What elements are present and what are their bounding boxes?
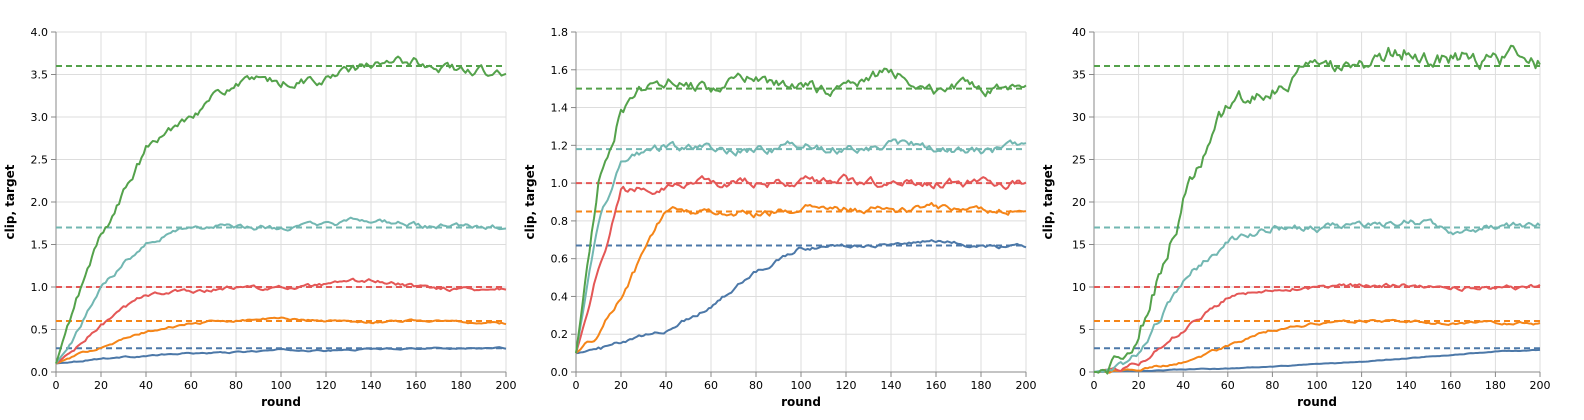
series-line-orange: [55, 316, 507, 365]
chart-panel-3: 0 20 40 60 80 100 120 140 160 180 200 0 5 10 15 20 25 30 3…: [1041, 26, 1551, 409]
y-tick-label: 3.0: [31, 111, 49, 124]
y-tick-label: 10: [1072, 281, 1086, 294]
y-tick-label: 5: [1079, 324, 1086, 337]
x-tick-label: 20: [614, 379, 628, 392]
x-tick-label: 0: [1091, 379, 1098, 392]
x-tick-label: 180: [971, 379, 992, 392]
x-tick-label: 200: [1530, 379, 1551, 392]
x-tick-label: 180: [451, 379, 472, 392]
y-tick-label: 0.4: [551, 290, 569, 303]
series-line-green: [1093, 44, 1541, 375]
x-tick-label: 160: [926, 379, 947, 392]
y-tick-label: 0.8: [551, 215, 569, 228]
series-line-orange: [575, 201, 1027, 354]
series-line-green: [575, 67, 1027, 354]
x-tick-label: 140: [1396, 379, 1417, 392]
x-tick-label: 60: [704, 379, 718, 392]
x-axis-label: round: [1297, 395, 1337, 409]
axes: 0 20 40 60 80 100 120 140 160 180 200 0 5 10 15 20 25 30 3…: [1072, 26, 1551, 392]
x-tick-label: 180: [1485, 379, 1506, 392]
y-tick-label: 1.2: [551, 139, 569, 152]
series-line-red: [575, 173, 1027, 354]
series-line-red: [55, 277, 507, 365]
y-tick-label: 1.8: [551, 26, 569, 39]
series-line-blue: [575, 239, 1027, 355]
x-tick-label: 140: [881, 379, 902, 392]
x-tick-label: 20: [94, 379, 108, 392]
x-tick-label: 80: [229, 379, 243, 392]
x-tick-label: 100: [1307, 379, 1328, 392]
y-tick-label: 0.5: [31, 324, 49, 337]
axes: 0 20 40 60 80 100 120 140 160 180 200 0.0 0.2 0.4 0.6 0…: [551, 26, 1037, 392]
y-tick-label: 1.5: [31, 239, 49, 252]
y-axis-label: clip, target: [1041, 164, 1055, 239]
x-tick-label: 140: [361, 379, 382, 392]
y-tick-label: 1.0: [551, 177, 569, 190]
x-tick-label: 0: [573, 379, 580, 392]
x-tick-label: 160: [1440, 379, 1461, 392]
y-tick-label: 35: [1072, 69, 1086, 82]
x-tick-label: 160: [406, 379, 427, 392]
x-tick-label: 40: [1176, 379, 1190, 392]
chart-panel-2: 0 20 40 60 80 100 120 140 160 180 200 0.0 0.2 0.4 0.6 0…: [523, 26, 1037, 409]
y-tick-label: 2.5: [31, 154, 49, 167]
x-tick-label: 0: [53, 379, 60, 392]
y-tick-label: 1.6: [551, 64, 569, 77]
series-line-blue: [1093, 348, 1541, 373]
series-line-green: [55, 55, 507, 364]
x-tick-label: 120: [316, 379, 337, 392]
y-tick-label: 20: [1072, 196, 1086, 209]
y-tick-label: 0.2: [551, 328, 569, 341]
series-line-orange: [1093, 318, 1541, 374]
axes: 0 20 40 60 80 100 120 140 160 180 200 0.0 0.5 1.0 1.5 2…: [31, 26, 517, 392]
x-axis-label: round: [261, 395, 301, 409]
x-tick-label: 120: [836, 379, 857, 392]
y-tick-label: 3.5: [31, 69, 49, 82]
series-line-teal: [575, 138, 1027, 354]
series-line-teal: [1093, 218, 1541, 374]
chart-panel-1: 0 20 40 60 80 100 120 140 160 180 200 0.0 0.5 1.0 1.5 2…: [3, 26, 517, 409]
x-tick-label: 20: [1132, 379, 1146, 392]
x-tick-label: 60: [1221, 379, 1235, 392]
y-axis-label: clip, target: [523, 164, 537, 239]
y-tick-label: 15: [1072, 239, 1086, 252]
y-tick-label: 1.4: [551, 102, 569, 115]
series-group: [1093, 44, 1541, 375]
x-tick-label: 100: [271, 379, 292, 392]
x-tick-label: 200: [496, 379, 517, 392]
x-tick-label: 40: [659, 379, 673, 392]
x-tick-label: 120: [1351, 379, 1372, 392]
series-line-red: [1093, 282, 1541, 374]
series-group: [55, 55, 507, 365]
x-tick-label: 80: [1265, 379, 1279, 392]
y-tick-label: 25: [1072, 154, 1086, 167]
y-tick-label: 30: [1072, 111, 1086, 124]
x-tick-label: 200: [1016, 379, 1037, 392]
x-axis-label: round: [781, 395, 821, 409]
y-tick-label: 1.0: [31, 281, 49, 294]
y-tick-label: 4.0: [31, 26, 49, 39]
x-tick-label: 80: [749, 379, 763, 392]
series-line-teal: [55, 216, 507, 365]
x-tick-label: 40: [139, 379, 153, 392]
y-axis-label: clip, target: [3, 164, 17, 239]
x-tick-label: 60: [184, 379, 198, 392]
series-group: [575, 67, 1027, 355]
y-tick-label: 0.6: [551, 253, 569, 266]
y-tick-label: 0: [1079, 366, 1086, 379]
y-tick-label: 0.0: [551, 366, 569, 379]
x-tick-label: 100: [791, 379, 812, 392]
y-tick-label: 0.0: [31, 366, 49, 379]
series-line-blue: [55, 346, 507, 365]
y-tick-label: 2.0: [31, 196, 49, 209]
y-tick-label: 40: [1072, 26, 1086, 39]
